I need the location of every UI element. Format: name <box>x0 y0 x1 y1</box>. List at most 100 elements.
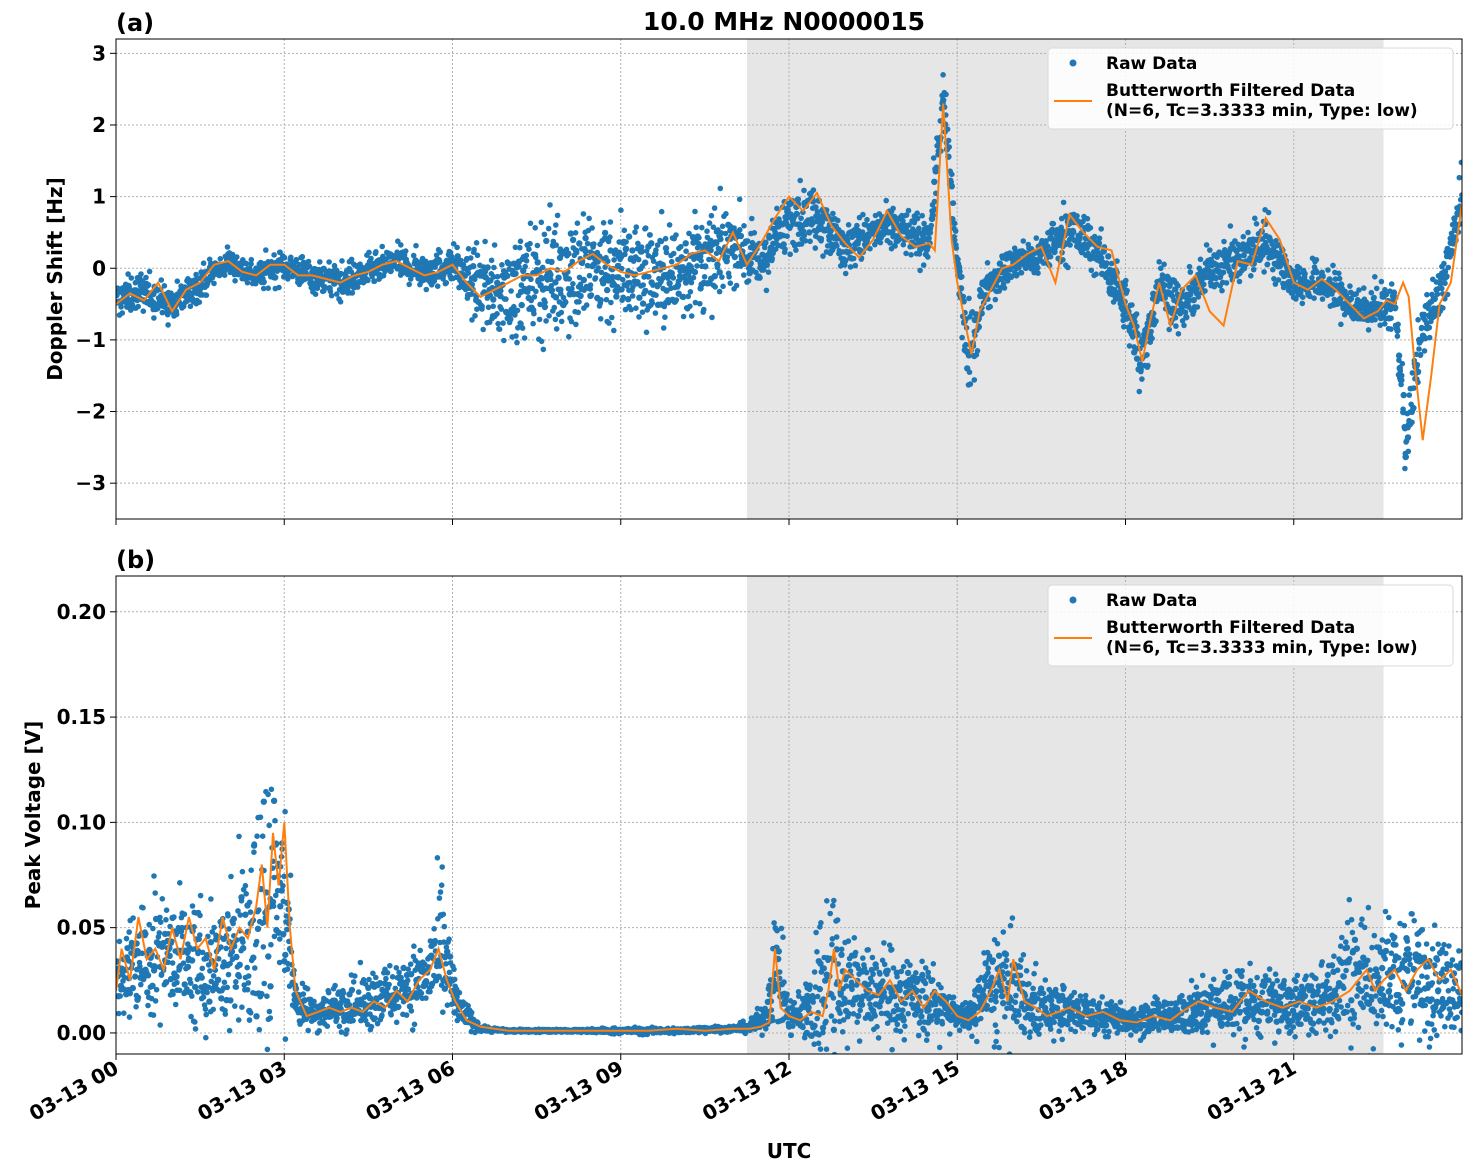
panel-b-raw-point <box>823 1046 830 1052</box>
panel-a-raw-point <box>318 277 325 285</box>
panel-a-raw-point <box>1416 346 1422 352</box>
panel-a-raw-point <box>558 250 566 257</box>
panel-b-raw-point <box>221 979 228 986</box>
panel-a-raw-point <box>540 346 547 353</box>
panel-b-raw-point <box>267 1015 274 1021</box>
panel-a-raw-point <box>399 269 407 276</box>
panel-b-raw-point <box>324 1023 331 1029</box>
panel-a-raw-point <box>723 211 729 217</box>
panel-a-raw-point <box>622 306 629 313</box>
panel-a-raw-point <box>766 234 773 241</box>
panel-a-raw-point <box>950 200 957 206</box>
panel-a-raw-point <box>488 257 495 264</box>
panel-a-raw-point <box>636 314 642 320</box>
panel-a-raw-point <box>1431 295 1438 303</box>
panel-b-raw-point <box>210 1006 216 1013</box>
panel-a-raw-point <box>512 244 519 251</box>
panel-b-raw-point <box>116 938 123 945</box>
panel-a-raw-point <box>818 235 825 242</box>
panel-a-raw-point <box>949 171 955 178</box>
panel-b-raw-point <box>788 1032 794 1039</box>
panel-b-raw-point <box>248 867 254 873</box>
panel-b-raw-point <box>244 986 251 993</box>
panel-a-raw-point <box>1223 260 1230 267</box>
panel-b-raw-point <box>833 934 840 940</box>
panel-a-raw-point <box>921 220 927 227</box>
panel-a-raw-point <box>512 270 519 277</box>
panel-a-raw-point <box>662 235 669 242</box>
panel-a-raw-point <box>530 320 536 327</box>
panel-a-raw-point <box>533 288 539 295</box>
panel-a-raw-point <box>1035 270 1041 276</box>
panel-a-raw-point <box>470 263 477 270</box>
panel-b-raw-point <box>274 914 280 921</box>
panel-a-raw-point <box>551 304 558 311</box>
panel-a-raw-point <box>706 220 713 226</box>
panel-a-raw-point <box>957 268 963 275</box>
panel-a-raw-point <box>473 240 480 246</box>
panel-a-raw-point <box>694 233 701 240</box>
panel-b-raw-point <box>441 939 447 945</box>
panel-b-raw-point <box>389 974 396 980</box>
panel-a-raw-point <box>1385 315 1393 322</box>
panel-b-raw-point <box>199 949 206 956</box>
panel-a-raw-point <box>1395 321 1401 328</box>
panel-a-raw-point <box>1429 314 1436 321</box>
panel-a-raw-point <box>1365 327 1372 333</box>
panel-a-raw-point <box>216 271 223 279</box>
panel-a-raw-point <box>350 284 358 291</box>
panel-a-raw-point <box>694 263 700 269</box>
panel-a-raw-point <box>1093 271 1099 278</box>
panel-b-raw-point <box>211 924 217 931</box>
panel-a-raw-point <box>776 231 784 239</box>
panel-a-raw-point <box>151 315 157 321</box>
panel-a-raw-point <box>652 310 659 316</box>
panel-a-raw-point <box>140 288 147 296</box>
panel-a-raw-point <box>346 265 353 273</box>
panel-a-raw-point <box>668 258 675 265</box>
panel-a-raw-point <box>1131 313 1138 320</box>
panel-b-raw-point <box>257 814 264 820</box>
panel-a-raw-point <box>769 249 776 257</box>
panel-b-raw-point <box>839 1029 846 1035</box>
panel-b-raw-point <box>444 1002 451 1008</box>
panel-a-raw-point <box>1402 453 1409 461</box>
panel-a-raw-point <box>800 209 806 216</box>
panel-a-raw-point <box>1372 316 1378 323</box>
panel-b-raw-point <box>256 1026 263 1033</box>
panel-b-raw-point <box>225 971 232 978</box>
panel-a-raw-point <box>538 338 545 345</box>
panel-a-raw-point <box>711 205 718 211</box>
panel-b-raw-point <box>844 1045 851 1051</box>
panel-a-raw-point <box>967 381 974 387</box>
panel-b-raw-point <box>181 911 188 917</box>
panel-b-raw-point <box>152 998 159 1004</box>
panel-a-raw-point <box>1112 295 1120 302</box>
panel-a-raw-point <box>1012 252 1020 259</box>
panel-a-raw-point <box>797 177 803 184</box>
panel-a-raw-point <box>562 298 569 306</box>
panel-a-raw-point <box>751 230 758 236</box>
panel-a-raw-point <box>275 257 282 264</box>
panel-a-raw-point <box>337 299 344 305</box>
panel-b-raw-point <box>132 973 138 979</box>
panel-a-raw-point <box>1223 280 1230 286</box>
panel-a-raw-point <box>526 285 533 292</box>
panel-a-raw-point <box>1241 252 1247 259</box>
panel-a-raw-point <box>1080 218 1086 225</box>
panel-a-raw-point <box>443 280 450 286</box>
panel-a-raw-point <box>1134 323 1140 330</box>
panel-b-raw-point <box>239 868 246 875</box>
panel-b-raw-point <box>121 1010 127 1016</box>
panel-a-raw-point <box>530 306 537 314</box>
panel-a-raw-point <box>791 213 798 220</box>
panel-a-raw-point <box>1378 278 1385 285</box>
panel-a-raw-point <box>221 272 228 279</box>
panel-a-raw-point <box>905 207 912 214</box>
panel-a-raw-point <box>1250 266 1257 273</box>
panel-b-raw-point <box>828 1053 831 1054</box>
panel-a-raw-point <box>666 280 673 287</box>
panel-a-raw-point <box>165 322 171 328</box>
panel-a-raw-point <box>1272 281 1279 287</box>
